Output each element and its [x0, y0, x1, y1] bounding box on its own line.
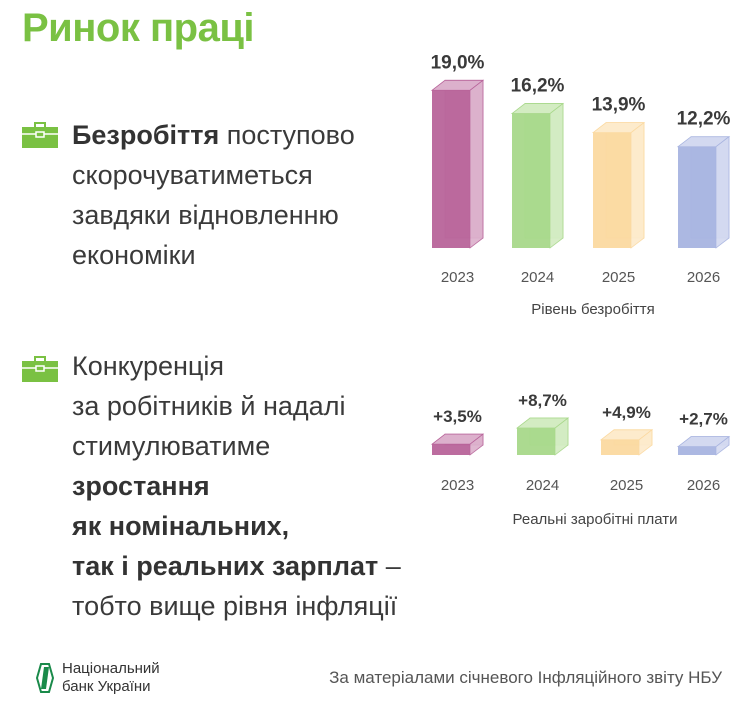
- data-label: +2,7%: [679, 410, 728, 429]
- text-line-bold: так і реальних зарплат: [72, 551, 379, 581]
- text-line: за робітників й надалі: [72, 391, 346, 421]
- logo-line: Національний: [62, 660, 160, 677]
- text-line-bold: як номінальних,: [72, 511, 290, 541]
- text-line: економіки: [72, 240, 196, 270]
- text-line-bold: зростання: [72, 471, 210, 501]
- bar-side: [715, 135, 730, 249]
- x-tick-label: 2025: [602, 269, 635, 286]
- text-dash: –: [378, 551, 401, 581]
- bar-2024: [517, 428, 555, 455]
- source-note: За матеріалами січневого Інфляційного зв…: [329, 668, 722, 687]
- data-label: 16,2%: [511, 76, 565, 97]
- data-label: 19,0%: [431, 52, 485, 73]
- text-line: стимулюватиме: [72, 431, 271, 461]
- x-tick-label: 2024: [521, 269, 554, 286]
- text-line: завдяки відновленню: [72, 200, 339, 230]
- briefcase-icon: [22, 122, 58, 148]
- data-label: +8,7%: [518, 391, 567, 410]
- x-tick-label: 2023: [441, 477, 474, 494]
- bar-2023: [432, 444, 470, 455]
- bar-side: [630, 121, 645, 249]
- x-tick-label: 2026: [687, 269, 720, 286]
- chart-title: Реальні заробітні плати: [513, 511, 678, 528]
- text-line: скорочуватиметься: [72, 160, 313, 190]
- x-tick-label: 2026: [687, 477, 720, 494]
- text-line: поступово: [219, 120, 355, 150]
- bar-2025: [593, 132, 631, 248]
- briefcase-icon: [22, 356, 58, 382]
- chart-title: Рівень безробіття: [531, 301, 655, 318]
- data-label: 12,2%: [677, 109, 731, 130]
- data-label: +4,9%: [602, 403, 651, 422]
- data-label: +3,5%: [433, 407, 482, 426]
- bar-2026: [678, 446, 716, 455]
- data-label: 13,9%: [592, 95, 646, 116]
- x-tick-label: 2025: [610, 477, 643, 494]
- page-title: Ринок праці: [22, 6, 255, 50]
- bar-2025: [601, 439, 639, 455]
- bar-2024: [512, 113, 550, 248]
- bar-side: [549, 102, 564, 249]
- x-tick-label: 2024: [526, 477, 559, 494]
- text-line: тобто вище рівня інфляції: [72, 591, 398, 621]
- wages-text: Конкуренція за робітників й надалі стиму…: [72, 346, 401, 626]
- nbu-logo-icon: [36, 663, 54, 693]
- bar-2023: [432, 90, 470, 248]
- unemployment-text: Безробіття поступово скорочуватиметься з…: [72, 115, 355, 275]
- bar-2026: [678, 146, 716, 248]
- x-tick-label: 2023: [441, 269, 474, 286]
- bar-side: [469, 79, 484, 249]
- nbu-logo: Національний банк України: [36, 660, 160, 696]
- unemployment-bold: Безробіття: [72, 120, 220, 150]
- text-line: Конкуренція: [72, 351, 224, 381]
- logo-line: банк України: [62, 678, 151, 695]
